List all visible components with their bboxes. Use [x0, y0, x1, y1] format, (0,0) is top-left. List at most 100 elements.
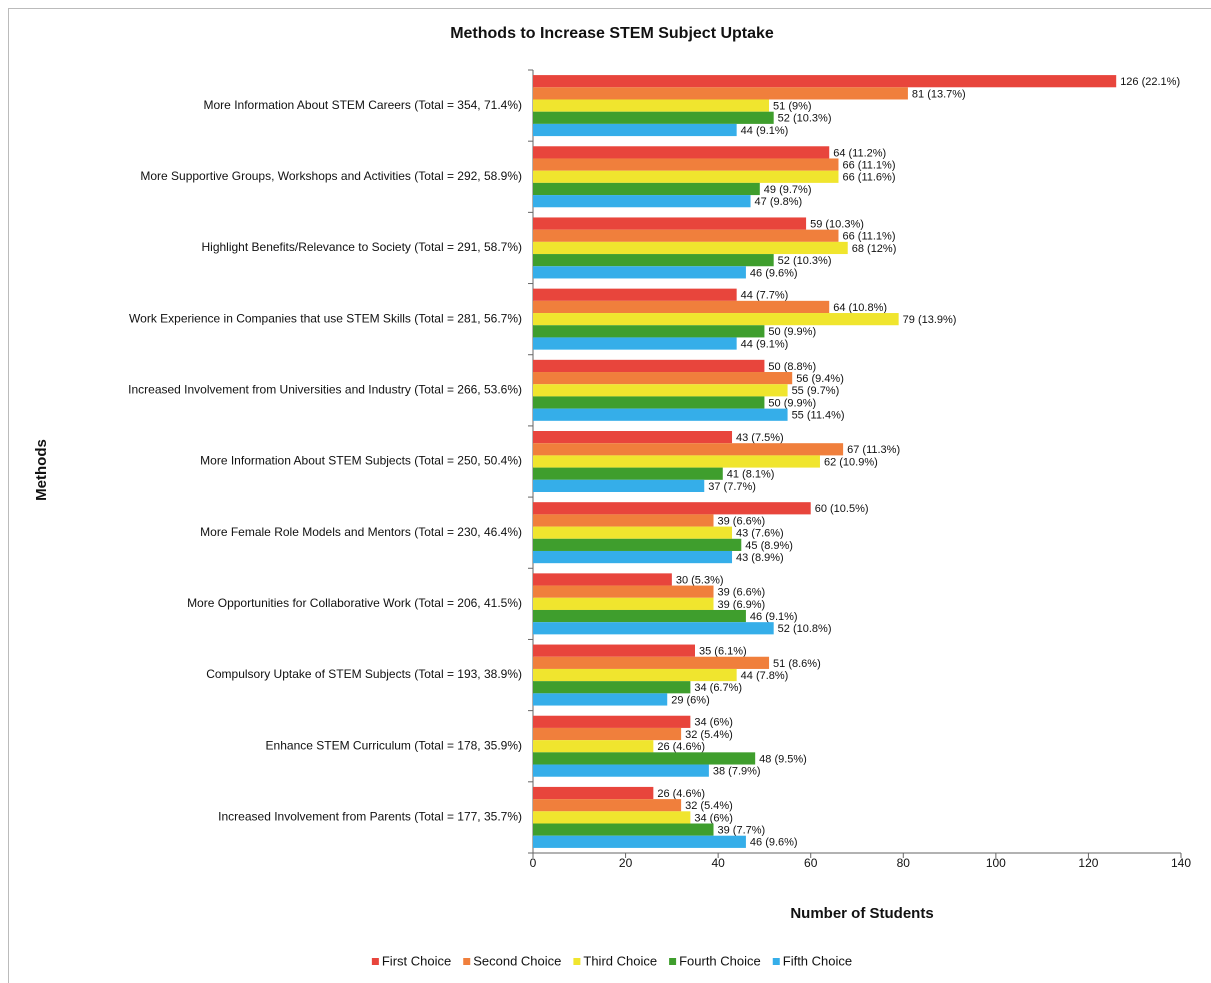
y-tick-label: Work Experience in Companies that use ST… — [129, 311, 522, 325]
value-label: 55 (11.4%) — [792, 410, 845, 422]
y-tick-label: Increased Involvement from Universities … — [128, 382, 522, 396]
value-label: 49 (9.7%) — [764, 184, 812, 196]
bar — [533, 799, 682, 812]
value-label: 56 (9.4%) — [796, 373, 844, 385]
value-label: 59 (10.3%) — [810, 218, 864, 230]
bar — [533, 87, 908, 100]
value-label: 66 (11.1%) — [842, 159, 895, 171]
value-label: 46 (9.1%) — [750, 611, 798, 623]
value-label: 60 (10.5%) — [815, 503, 869, 515]
bar — [533, 241, 848, 255]
value-label: 64 (11.2%) — [833, 147, 886, 159]
bar — [533, 300, 830, 314]
x-axis-label: Number of Students — [790, 905, 933, 922]
value-label: 34 (6.7%) — [694, 682, 742, 694]
bar — [533, 656, 770, 669]
value-label: 44 (7.7%) — [741, 290, 789, 302]
bar — [533, 313, 899, 326]
bar — [533, 622, 774, 635]
legend-swatch — [772, 958, 780, 965]
y-tick-label: More Opportunities for Collaborative Wor… — [187, 596, 522, 610]
bar — [533, 325, 765, 338]
bar — [533, 550, 733, 564]
value-label: 51 (8.6%) — [773, 658, 821, 670]
bar — [533, 585, 714, 598]
value-label: 26 (4.6%) — [657, 741, 705, 753]
bar — [533, 693, 668, 706]
value-label: 50 (9.9%) — [768, 326, 816, 338]
legend-label: First Choice — [382, 953, 451, 968]
bar — [533, 764, 709, 777]
value-label: 46 (9.6%) — [750, 837, 798, 849]
legend-swatch — [669, 958, 677, 965]
bar — [533, 823, 714, 836]
bar — [533, 526, 733, 539]
y-tick-label: More Supportive Groups, Workshops and Ac… — [140, 169, 522, 183]
value-label: 48 (9.5%) — [759, 753, 807, 765]
value-label: 126 (22.1%) — [1120, 76, 1180, 88]
value-label: 81 (13.7%) — [912, 88, 966, 100]
value-label: 62 (10.9%) — [824, 456, 878, 468]
value-label: 47 (9.8%) — [755, 196, 803, 208]
bar — [533, 146, 830, 159]
bar — [533, 835, 746, 848]
value-label: 41 (8.1%) — [727, 469, 775, 481]
x-tick-label: 140 — [1171, 856, 1191, 870]
value-label: 52 (10.8%) — [778, 623, 832, 635]
value-label: 44 (7.8%) — [741, 670, 789, 682]
bar — [533, 479, 705, 492]
y-tick-label: Compulsory Uptake of STEM Subjects (Tota… — [206, 667, 522, 681]
bar — [533, 288, 737, 301]
value-label: 46 (9.6%) — [750, 267, 798, 279]
bar — [533, 195, 751, 208]
value-label: 45 (8.9%) — [745, 540, 793, 552]
legend-swatch — [371, 958, 379, 965]
value-label: 38 (7.9%) — [713, 766, 761, 778]
y-tick-label: More Information About STEM Careers (Tot… — [204, 98, 522, 112]
value-label: 34 (6%) — [694, 812, 733, 824]
bar — [533, 396, 765, 409]
bar — [533, 715, 691, 728]
x-tick-label: 100 — [986, 856, 1006, 870]
bar — [533, 467, 723, 480]
value-label: 50 (9.9%) — [768, 397, 816, 409]
bar — [533, 752, 756, 765]
bar — [533, 372, 793, 385]
bar — [533, 431, 733, 444]
value-label: 39 (6.9%) — [718, 599, 766, 611]
legend-swatch — [573, 958, 581, 965]
value-label: 79 (13.9%) — [903, 314, 957, 326]
value-label: 52 (10.3%) — [778, 113, 832, 125]
bar — [533, 266, 746, 279]
bar — [533, 502, 811, 515]
bar — [533, 408, 788, 421]
bar — [533, 254, 774, 267]
value-label: 39 (6.6%) — [718, 587, 766, 599]
value-label: 43 (7.6%) — [736, 528, 784, 540]
bar — [533, 75, 1117, 88]
bar — [533, 359, 765, 373]
bar — [533, 573, 672, 586]
value-label: 30 (5.3%) — [676, 574, 724, 586]
y-tick-label: Highlight Benefits/Relevance to Society … — [201, 240, 522, 254]
value-label: 44 (9.1%) — [741, 338, 789, 350]
bar — [533, 740, 654, 753]
chart-title: Methods to Increase STEM Subject Uptake — [450, 25, 774, 42]
value-label: 44 (9.1%) — [741, 125, 789, 137]
bar — [533, 337, 737, 350]
value-label: 35 (6.1%) — [699, 646, 747, 658]
value-label: 66 (11.1%) — [842, 231, 895, 243]
value-label: 68 (12%) — [852, 243, 897, 255]
bar — [533, 727, 682, 741]
bar — [533, 538, 742, 551]
y-tick-label: More Female Role Models and Mentors (Tot… — [200, 525, 522, 539]
x-tick-label: 0 — [530, 856, 537, 870]
value-label: 43 (7.5%) — [736, 432, 784, 444]
bar — [533, 609, 746, 623]
value-label: 55 (9.7%) — [792, 385, 840, 397]
value-label: 37 (7.7%) — [708, 481, 756, 493]
bar — [533, 443, 844, 456]
bar — [533, 111, 774, 124]
bar — [533, 229, 839, 242]
